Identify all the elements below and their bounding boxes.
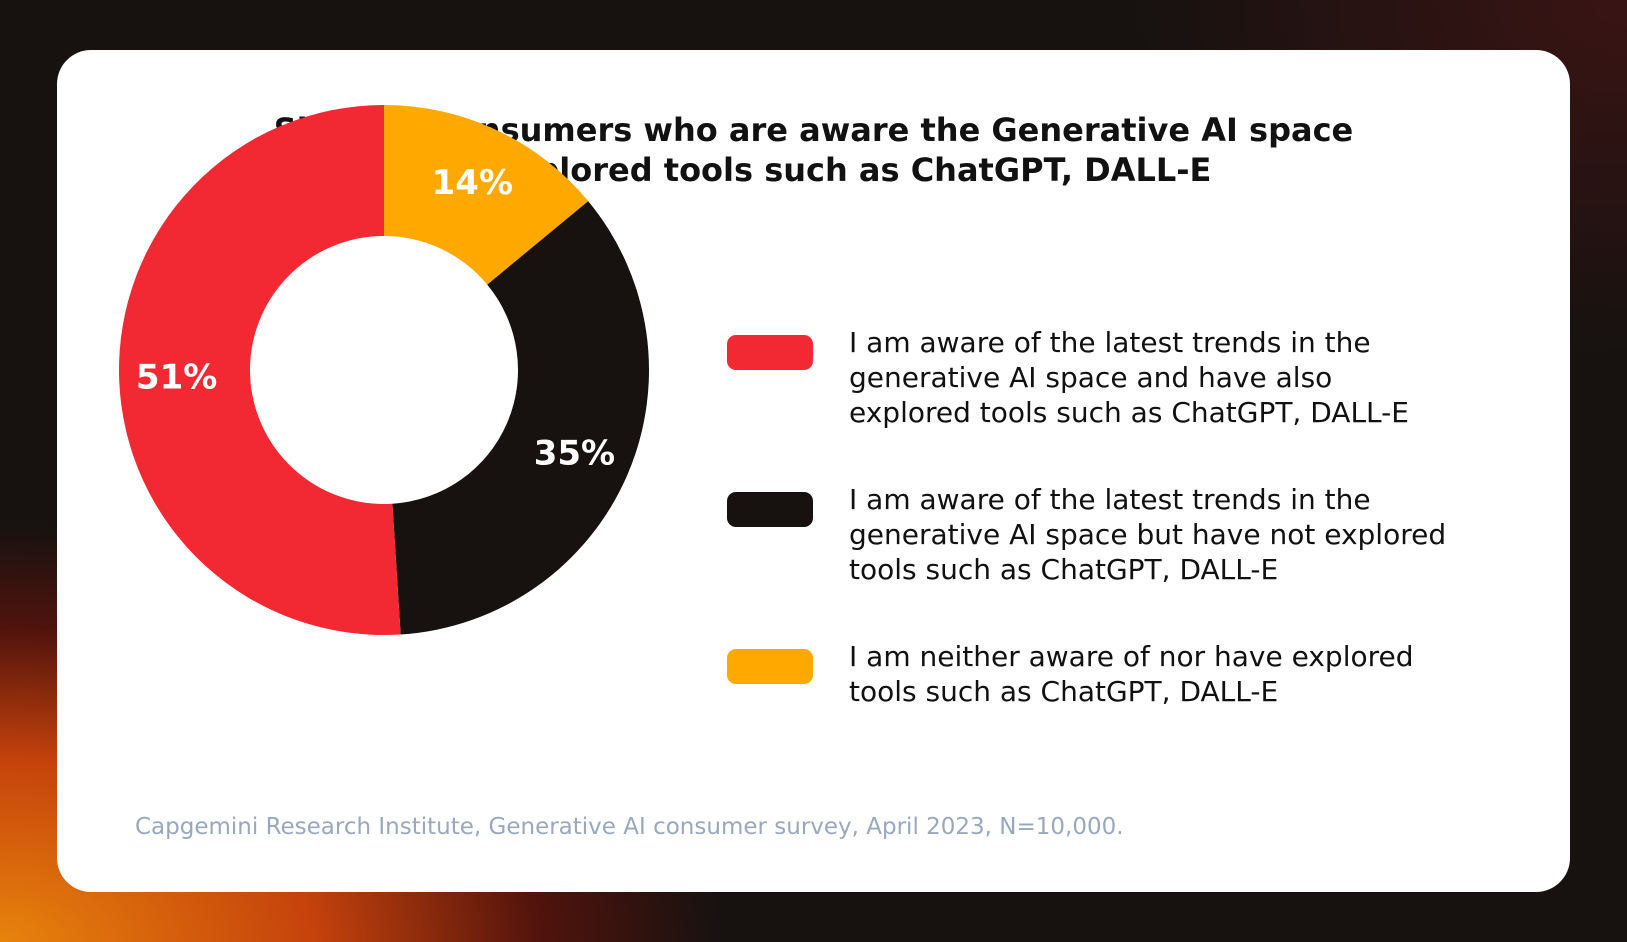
source-note: Capgemini Research Institute, Generative… [135,814,1124,840]
legend-label-line: explored tools such as ChatGPT, DALL-E [849,396,1409,429]
slice-aware-not-explored [392,201,650,635]
donut-chart: 14% 35% 51% [119,105,650,635]
legend-label-line: tools such as ChatGPT, DALL-E [849,675,1279,708]
legend-label: I am aware of the latest trends in the g… [849,325,1529,430]
slice-neither [384,105,589,285]
legend-item-neither: I am neither aware of nor have explored … [727,640,1527,806]
chart-card: Share of consumers who are aware the Gen… [57,50,1570,892]
legend-item-aware-not-explored: I am aware of the latest trends in the g… [727,483,1527,649]
slice-aware-explored-label: 51% [136,358,217,398]
legend-swatch-yellow [727,649,813,684]
slice-aware-explored [119,105,401,635]
legend-label-line: I am neither aware of nor have explored [849,640,1414,673]
legend-label-line: generative AI space and have also [849,361,1333,394]
legend-label-line: generative AI space but have not explore… [849,518,1447,551]
legend-swatch-red [727,335,813,370]
slice-neither-label: 14% [432,163,513,203]
legend-item-aware-explored: I am aware of the latest trends in the g… [727,326,1527,492]
legend-label: I am neither aware of nor have explored … [849,639,1529,709]
legend-label-line: I am aware of the latest trends in the [849,483,1371,516]
slice-aware-not-explored-label: 35% [534,433,615,473]
legend-label: I am aware of the latest trends in the g… [849,482,1529,587]
legend-label-line: tools such as ChatGPT, DALL-E [849,553,1279,586]
legend: I am aware of the latest trends in the g… [727,326,1527,806]
legend-swatch-black [727,492,813,527]
legend-label-line: I am aware of the latest trends in the [849,326,1371,359]
